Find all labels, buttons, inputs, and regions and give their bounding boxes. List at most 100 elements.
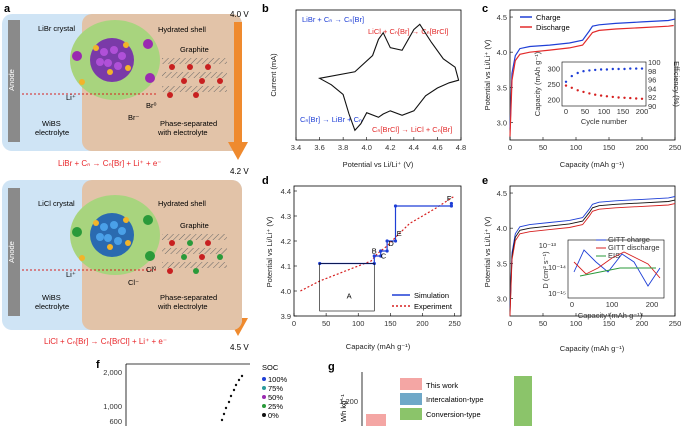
- inset-capacity-point: [570, 86, 573, 90]
- inset-x-tick: 150: [617, 107, 630, 116]
- phase-label: Phase-separated with electrolyte: [157, 119, 217, 137]
- x-tick-label: 0: [508, 319, 512, 328]
- legend-25: 25%: [268, 402, 283, 411]
- y-tick-label: 4.0: [497, 48, 507, 57]
- anode-bar: [8, 188, 20, 316]
- inset-capacity-point: [605, 95, 609, 98]
- x-axis-label: Capacity (mAh g⁻¹): [346, 342, 411, 351]
- inset-capacity-point: [588, 92, 591, 95]
- x-tick-label: 200: [636, 143, 649, 152]
- x-tick-label: 4.2: [385, 143, 395, 152]
- br-ion: [72, 51, 82, 61]
- x-tick-label: 3.8: [338, 143, 348, 152]
- inset-y-tick-right: 94: [648, 84, 656, 93]
- voltage-mid: 4.2 V: [230, 167, 249, 176]
- x-axis-label: Capacity (mAh g⁻¹): [560, 344, 625, 353]
- inset-efficiency-point: [588, 69, 591, 72]
- inset-capacity-point: [640, 97, 644, 101]
- y-tick-label: 4.2: [281, 237, 291, 246]
- inset-efficiency-point: [640, 67, 644, 70]
- inset-y-tick-left: 200: [547, 96, 560, 105]
- inset-y-left-label: Capacity (mAh g⁻¹): [533, 51, 542, 116]
- inset-efficiency-point: [623, 67, 626, 71]
- li-label: Li⁺: [66, 93, 76, 102]
- plot-frame: [295, 9, 462, 141]
- inset-x-tick: 100: [598, 107, 611, 116]
- graphite-layers: [162, 58, 227, 98]
- x-tick-label: 4.6: [432, 143, 442, 152]
- x-tick-label: 100: [570, 319, 583, 328]
- segment-a-box: [319, 263, 375, 312]
- legend-eis: EIS: [608, 251, 620, 260]
- simulation-point: [379, 249, 383, 253]
- segment-label: B: [372, 247, 377, 256]
- x-tick-label: 250: [669, 143, 682, 152]
- panel-a-label: a: [4, 3, 11, 15]
- panel-d-label: d: [262, 175, 269, 187]
- legend-swatch: [262, 386, 266, 390]
- legend-experiment: Experiment: [414, 302, 453, 311]
- legend-swatch: [262, 395, 266, 399]
- inset-efficiency-point: [605, 68, 609, 71]
- legend-swatch-intercalation: [400, 393, 422, 405]
- panel-e-label: e: [482, 175, 488, 187]
- series-gitt-1: [509, 199, 676, 313]
- phase-label: Phase-separated with electrolyte: [157, 293, 217, 311]
- x-tick-label: 4.8: [456, 143, 466, 152]
- x-tick-label: 100: [570, 143, 583, 152]
- legend-swatch: [262, 413, 266, 417]
- series-cv: [317, 23, 460, 132]
- graphite-label: Graphite: [180, 221, 209, 230]
- cl-ion: [145, 251, 155, 261]
- panel-c-inset: Cycle number Capacity (mAh g⁻¹) Efficien…: [533, 51, 681, 126]
- inset-gitt-discharge: [573, 251, 661, 279]
- legend-75: 75%: [268, 384, 283, 393]
- voltage-top: 4.0 V: [230, 10, 249, 19]
- x-axis-label: Potential vs Li/Li⁺ (V): [343, 160, 414, 169]
- legend-100: 100%: [268, 375, 288, 384]
- legend-swatch: [262, 404, 266, 408]
- inset-y-tick-right: 90: [648, 102, 656, 111]
- libr-crystal: [90, 38, 134, 82]
- annot-bottom-left: Cₙ[Br] → LiBr + Cₙ: [300, 115, 362, 124]
- y-tick-label: 4.4: [281, 187, 291, 196]
- x-tick-label: 4.0: [361, 143, 371, 152]
- panel-g-plot: 1,200 Wh kg⁻¹ This work Intercalation-ty…: [339, 372, 532, 426]
- x-tick-label: 150: [603, 319, 616, 328]
- y-tick-label: 3.0: [497, 118, 507, 127]
- x-tick-label: 150: [603, 143, 616, 152]
- electrolyte-label: WiBS electrolyte: [35, 119, 69, 137]
- x-tick-label: 0: [292, 319, 296, 328]
- legend-gitt-discharge: GITT discharge: [608, 243, 660, 252]
- series-charge: [509, 18, 676, 130]
- inset-efficiency-point: [599, 68, 603, 71]
- series-experiment: [300, 195, 455, 292]
- segment-label: C: [381, 252, 387, 261]
- x-tick-label: 250: [669, 319, 682, 328]
- br-label: Br⁻: [128, 113, 140, 122]
- x-tick-label: 150: [384, 319, 397, 328]
- x-tick-label: 50: [539, 319, 547, 328]
- x-tick-label: 3.6: [314, 143, 324, 152]
- br-ion: [145, 73, 155, 83]
- y-tick-label: 3.5: [497, 259, 507, 268]
- ytick: 600: [109, 417, 122, 426]
- inset-y-tick-right: 98: [648, 67, 656, 76]
- inset-capacity-point: [617, 96, 620, 99]
- legend-swatch: [262, 377, 266, 381]
- simulation-point: [393, 239, 398, 243]
- simulation-point: [449, 204, 453, 208]
- x-tick-label: 250: [448, 319, 461, 328]
- inset-ytick: 10⁻¹⁴: [548, 263, 566, 272]
- anode-label: Anode: [7, 241, 16, 263]
- segment-label: D: [388, 239, 394, 248]
- bar-conversion: [514, 376, 532, 426]
- reaction-bottom: LiCl + Cₙ[Br] → Cₙ[BrCl] + Li⁺ + e⁻: [44, 337, 167, 346]
- cl-ion: [143, 215, 153, 225]
- y-tick-label: 3.5: [497, 83, 507, 92]
- y-tick-label: 4.5: [497, 13, 507, 22]
- inset-xtick: 100: [606, 300, 619, 309]
- inset-efficiency-point: [629, 67, 632, 70]
- annot-top-right: LiCl + Cₙ[Br] → Cₙ[BrCl]: [368, 27, 448, 36]
- x-tick-label: 3.4: [291, 143, 301, 152]
